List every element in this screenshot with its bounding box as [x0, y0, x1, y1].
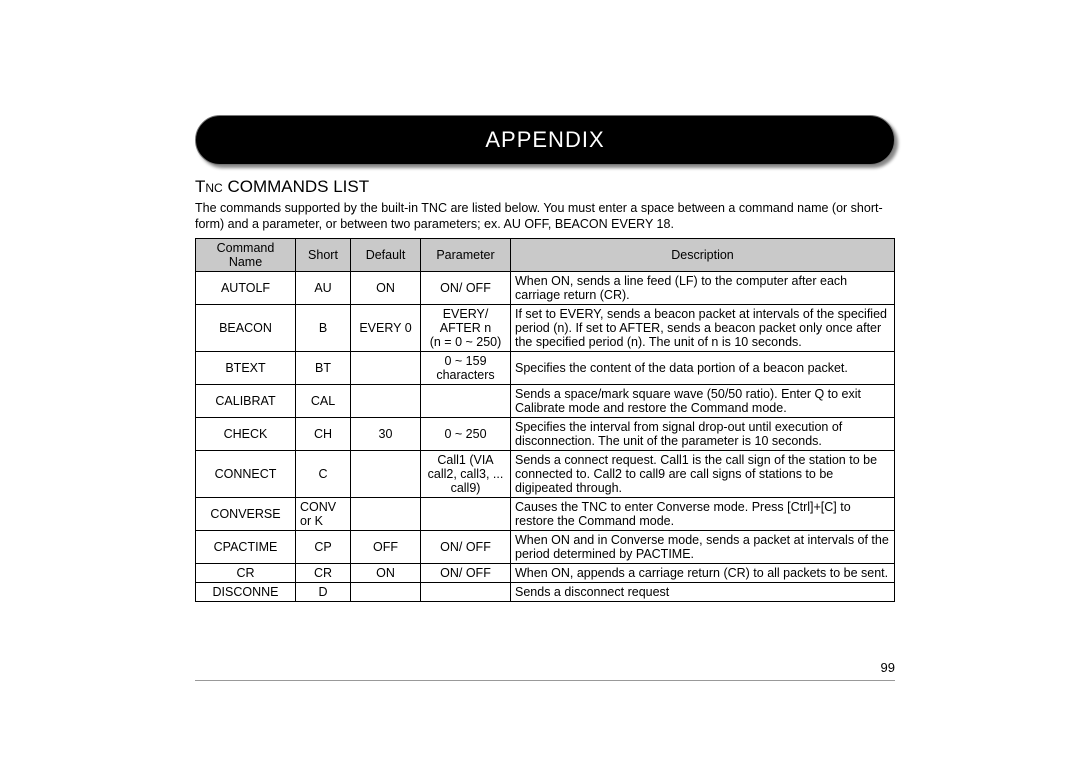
table-row: CHECK CH 30 0 ~ 250 Specifies the interv… — [196, 418, 895, 451]
page-number: 99 — [195, 660, 895, 675]
table-row: CALIBRAT CAL Sends a space/mark square w… — [196, 385, 895, 418]
cell-desc: Sends a space/mark square wave (50/50 ra… — [511, 385, 895, 418]
cell-desc: Specifies the interval from signal drop-… — [511, 418, 895, 451]
cell-cmd: CPACTIME — [196, 531, 296, 564]
appendix-banner: APPENDIX — [195, 115, 895, 165]
cell-short: CAL — [296, 385, 351, 418]
col-header-short: Short — [296, 239, 351, 272]
cell-cmd: AUTOLF — [196, 272, 296, 305]
cell-desc: Sends a connect request. Call1 is the ca… — [511, 451, 895, 498]
section-intro: The commands supported by the built-in T… — [195, 201, 895, 232]
cell-cmd: DISCONNE — [196, 583, 296, 602]
cell-def: OFF — [351, 531, 421, 564]
cell-cmd: CALIBRAT — [196, 385, 296, 418]
table-row: CONVERSE CONVor K Causes the TNC to ente… — [196, 498, 895, 531]
cell-def — [351, 498, 421, 531]
cell-desc: When ON and in Converse mode, sends a pa… — [511, 531, 895, 564]
cell-cmd: CONNECT — [196, 451, 296, 498]
cell-short: CP — [296, 531, 351, 564]
cell-def — [351, 352, 421, 385]
cell-short: CONVor K — [296, 498, 351, 531]
banner-title: APPENDIX — [485, 127, 604, 153]
cell-cmd: CR — [196, 564, 296, 583]
cell-cmd: BEACON — [196, 305, 296, 352]
footer-rule — [195, 680, 895, 681]
cell-def: ON — [351, 272, 421, 305]
cell-short: BT — [296, 352, 351, 385]
cell-def — [351, 583, 421, 602]
cell-cmd: CHECK — [196, 418, 296, 451]
cell-short: CR — [296, 564, 351, 583]
cell-param: ON/ OFF — [421, 531, 511, 564]
table-row: BEACON B EVERY 0 EVERY/AFTER n(n = 0 ~ 2… — [196, 305, 895, 352]
table-row: DISCONNE D Sends a disconnect request — [196, 583, 895, 602]
table-row: CR CR ON ON/ OFF When ON, appends a carr… — [196, 564, 895, 583]
cell-short: D — [296, 583, 351, 602]
table-row: CONNECT C Call1 (VIAcall2, call3, ...cal… — [196, 451, 895, 498]
col-header-cmd: Command Name — [196, 239, 296, 272]
cell-param: ON/ OFF — [421, 564, 511, 583]
cell-param: ON/ OFF — [421, 272, 511, 305]
commands-table: Command Name Short Default Parameter Des… — [195, 238, 895, 602]
cell-desc: When ON, sends a line feed (LF) to the c… — [511, 272, 895, 305]
cell-short: AU — [296, 272, 351, 305]
cell-short: C — [296, 451, 351, 498]
cell-param — [421, 385, 511, 418]
cell-param — [421, 498, 511, 531]
col-header-def: Default — [351, 239, 421, 272]
cell-param: EVERY/AFTER n(n = 0 ~ 250) — [421, 305, 511, 352]
cell-desc: Specifies the content of the data portio… — [511, 352, 895, 385]
col-header-param: Parameter — [421, 239, 511, 272]
table-row: AUTOLF AU ON ON/ OFF When ON, sends a li… — [196, 272, 895, 305]
cell-param: 0 ~ 250 — [421, 418, 511, 451]
section-title: Tnc COMMANDS LIST — [195, 177, 895, 197]
cell-desc: If set to EVERY, sends a beacon packet a… — [511, 305, 895, 352]
cell-param: Call1 (VIAcall2, call3, ...call9) — [421, 451, 511, 498]
cell-param: 0 ~ 159characters — [421, 352, 511, 385]
table-body: AUTOLF AU ON ON/ OFF When ON, sends a li… — [196, 272, 895, 602]
cell-short: B — [296, 305, 351, 352]
cell-desc: Sends a disconnect request — [511, 583, 895, 602]
cell-def: EVERY 0 — [351, 305, 421, 352]
cell-def — [351, 385, 421, 418]
cell-desc: When ON, appends a carriage return (CR) … — [511, 564, 895, 583]
col-header-desc: Description — [511, 239, 895, 272]
cell-def: 30 — [351, 418, 421, 451]
cell-param — [421, 583, 511, 602]
cell-def: ON — [351, 564, 421, 583]
cell-cmd: CONVERSE — [196, 498, 296, 531]
cell-cmd: BTEXT — [196, 352, 296, 385]
table-header-row: Command Name Short Default Parameter Des… — [196, 239, 895, 272]
table-row: CPACTIME CP OFF ON/ OFF When ON and in C… — [196, 531, 895, 564]
cell-short: CH — [296, 418, 351, 451]
cell-def — [351, 451, 421, 498]
page-content: APPENDIX Tnc COMMANDS LIST The commands … — [195, 115, 895, 602]
table-row: BTEXT BT 0 ~ 159characters Specifies the… — [196, 352, 895, 385]
cell-desc: Causes the TNC to enter Converse mode. P… — [511, 498, 895, 531]
